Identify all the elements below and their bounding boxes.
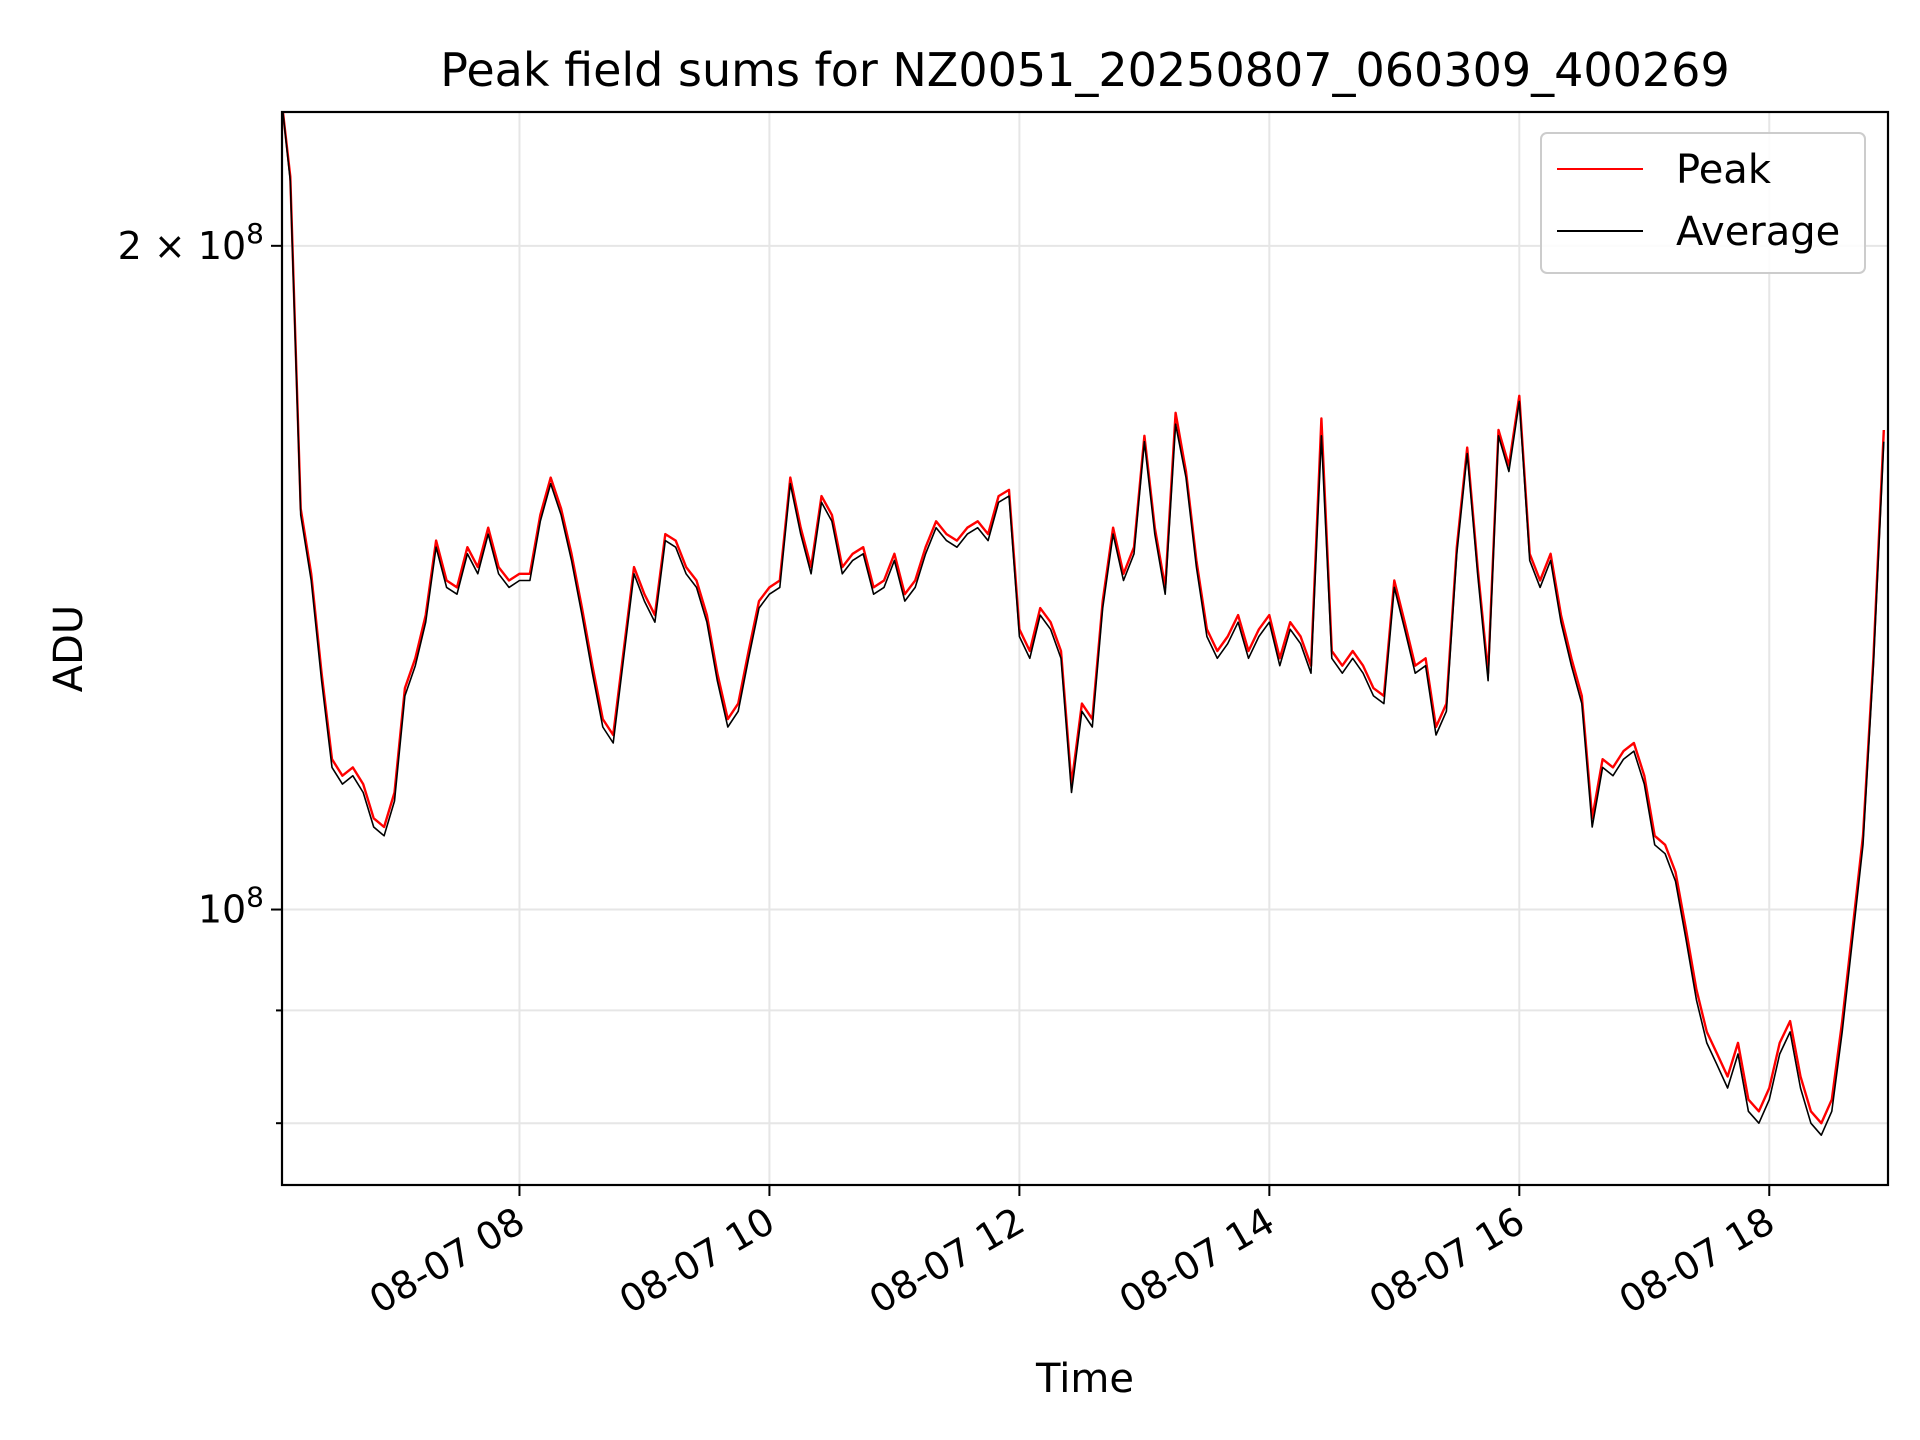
y-tick-label: 2 × 108 xyxy=(118,217,264,268)
series-line-average xyxy=(282,112,1885,1136)
y-axis-label: ADU xyxy=(46,605,92,692)
series-line-peak xyxy=(282,112,1885,1125)
plot-frame xyxy=(280,110,1890,1187)
legend-label-peak: Peak xyxy=(1676,147,1772,193)
chart-title: Peak field sums for NZ0051_20250807_0603… xyxy=(440,43,1729,97)
legend-label-average: Average xyxy=(1676,209,1840,255)
series-layer xyxy=(282,112,1885,1136)
legend: Peak Average xyxy=(1540,132,1866,274)
x-axis-label: Time xyxy=(1035,1356,1134,1402)
y-tick-label: 108 xyxy=(198,881,264,932)
